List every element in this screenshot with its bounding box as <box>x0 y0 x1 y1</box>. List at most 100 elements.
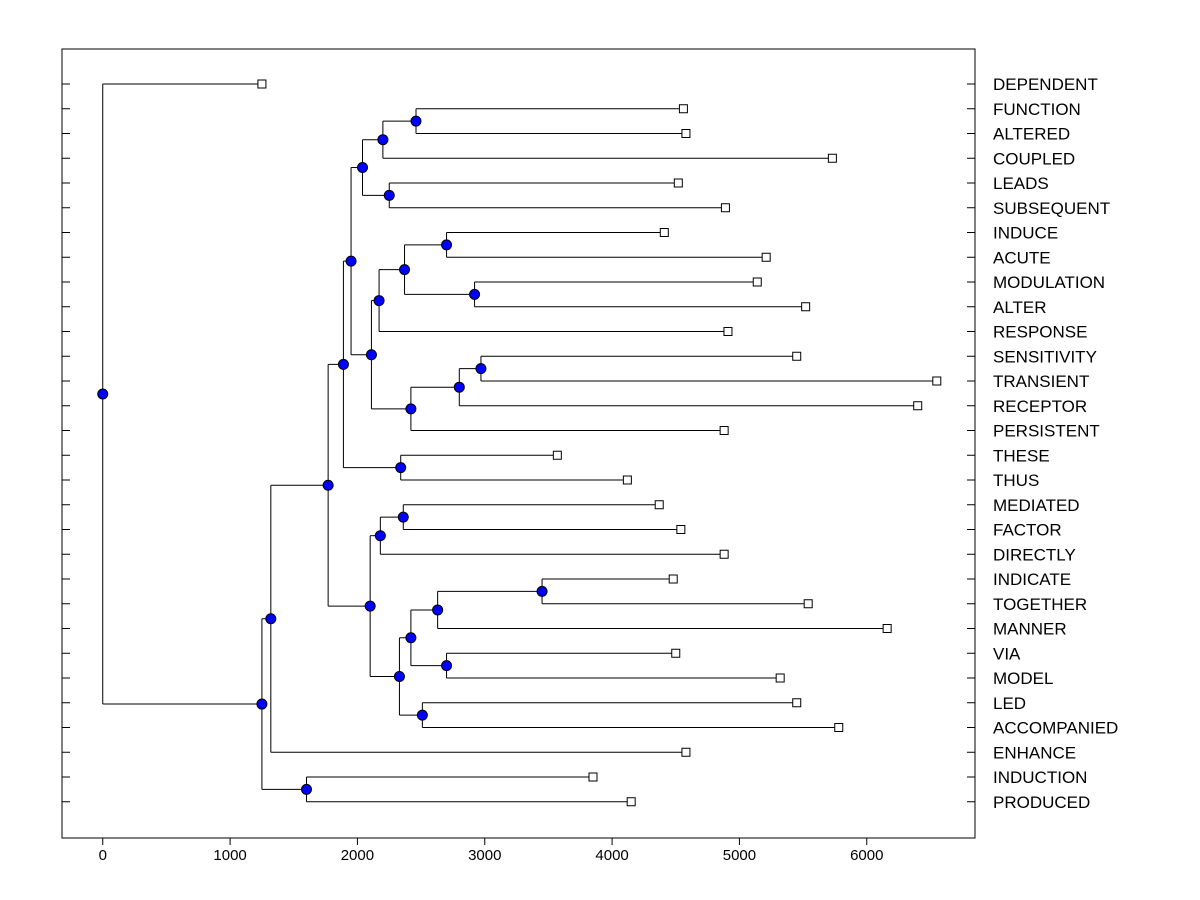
leaf-label: ALTER <box>993 298 1047 317</box>
merge-node <box>383 189 395 201</box>
merge-node <box>432 604 444 616</box>
leaf-label: MODULATION <box>993 273 1105 292</box>
leaf-label: TRANSIENT <box>993 372 1089 391</box>
leaf-label: INDUCTION <box>993 768 1087 787</box>
merge-node <box>374 530 386 542</box>
leaf-label: RECEPTOR <box>993 397 1087 416</box>
leaf-marker <box>761 252 771 262</box>
leaf-label: MEDIATED <box>993 496 1080 515</box>
x-tick-labels: 0 1000 2000 3000 4000 5000 6000 <box>99 847 884 864</box>
leaf-marker <box>671 648 681 658</box>
x-tick-label: 6000 <box>850 847 883 864</box>
merge-node <box>441 239 453 251</box>
leaf-label: ACCOMPANIED <box>993 719 1118 738</box>
leaf-label: INDUCE <box>993 224 1058 243</box>
leaf-label: COUPLED <box>993 149 1075 168</box>
leaf-label: VIA <box>993 644 1021 663</box>
leaf-label: ACUTE <box>993 248 1051 267</box>
leaf-marker <box>775 673 785 683</box>
leaf-marker <box>834 723 844 732</box>
merge-node <box>393 670 405 682</box>
leaf-label: TOGETHER <box>993 595 1087 614</box>
x-tick-label: 4000 <box>595 847 628 864</box>
axis-ticks <box>62 83 975 845</box>
leaf-label: FACTOR <box>993 521 1062 540</box>
merge-nodes <box>97 115 548 795</box>
leaf-label: FUNCTION <box>993 100 1081 119</box>
leaf-label: INDICATE <box>993 570 1071 589</box>
leaf-marker <box>932 376 942 386</box>
leaf-label: PRODUCED <box>993 793 1090 812</box>
x-tick-label: 5000 <box>723 847 756 864</box>
leaf-label: LEADS <box>993 174 1049 193</box>
leaf-marker <box>720 203 730 213</box>
merge-node <box>453 381 465 393</box>
merge-node <box>377 134 389 146</box>
leaf-labels: DEPENDENT FUNCTION ALTERED COUPLED LEADS SUBS… <box>993 75 1118 812</box>
merge-node <box>410 115 422 127</box>
leaf-label: SUBSEQUENT <box>993 199 1110 218</box>
leaf-label: DEPENDENT <box>993 75 1098 94</box>
leaf-marker <box>681 747 691 757</box>
merge-node <box>364 600 376 612</box>
x-tick-label: 1000 <box>213 847 246 864</box>
merge-node <box>373 295 385 307</box>
merge-node <box>469 288 481 300</box>
leaf-marker <box>827 153 837 163</box>
leaf-marker <box>659 228 669 237</box>
merge-node <box>97 388 109 400</box>
dendrogram-links <box>102 83 937 803</box>
leaf-marker <box>588 772 598 782</box>
leaf-marker <box>752 277 762 287</box>
leaf-label: LED <box>993 694 1026 713</box>
leaf-marker <box>676 525 686 534</box>
merge-node <box>397 511 409 523</box>
leaf-marker <box>719 549 729 559</box>
leaf-marker <box>882 624 892 633</box>
leaf-label: MODEL <box>993 669 1053 688</box>
merge-node <box>416 709 428 721</box>
merge-node <box>265 613 277 625</box>
leaf-marker <box>792 698 802 708</box>
merge-node <box>256 698 268 710</box>
merge-node <box>337 358 349 370</box>
merge-node <box>357 162 369 174</box>
leaf-label: PERSISTENT <box>993 422 1100 441</box>
leaf-label: THESE <box>993 446 1050 465</box>
leaf-marker <box>668 574 678 584</box>
merge-node <box>322 479 334 491</box>
merge-node <box>441 660 453 672</box>
leaf-marker <box>681 129 691 138</box>
leaf-marker <box>654 500 664 510</box>
merge-node <box>405 632 417 644</box>
leaf-label: ALTERED <box>993 125 1070 144</box>
x-tick-label: 2000 <box>341 847 374 864</box>
leaf-marker <box>801 302 811 312</box>
merge-node <box>395 462 407 474</box>
leaf-marker <box>678 104 688 114</box>
leaf-marker <box>552 450 562 460</box>
leaf-label: DIRECTLY <box>993 545 1076 564</box>
merge-node <box>365 349 377 361</box>
leaf-marker <box>719 426 729 435</box>
leaf-marker <box>257 79 267 89</box>
leaf-marker <box>792 351 802 361</box>
merge-node <box>536 585 548 597</box>
plot-frame <box>61 48 976 839</box>
leaf-label: ENHANCE <box>993 743 1076 762</box>
leaf-marker <box>913 401 923 411</box>
merge-node <box>475 363 487 375</box>
leaf-marker <box>723 327 733 336</box>
leaf-marker <box>803 599 813 609</box>
merge-node <box>300 783 312 795</box>
leaf-label: SENSITIVITY <box>993 347 1097 366</box>
merge-node <box>345 255 357 267</box>
leaf-marker <box>626 797 636 807</box>
x-tick-label: 3000 <box>468 847 501 864</box>
leaf-label: THUS <box>993 471 1039 490</box>
leaf-marker <box>622 475 632 485</box>
leaf-label: MANNER <box>993 620 1067 639</box>
x-tick-label: 0 <box>99 847 107 864</box>
leaf-label: RESPONSE <box>993 323 1087 342</box>
